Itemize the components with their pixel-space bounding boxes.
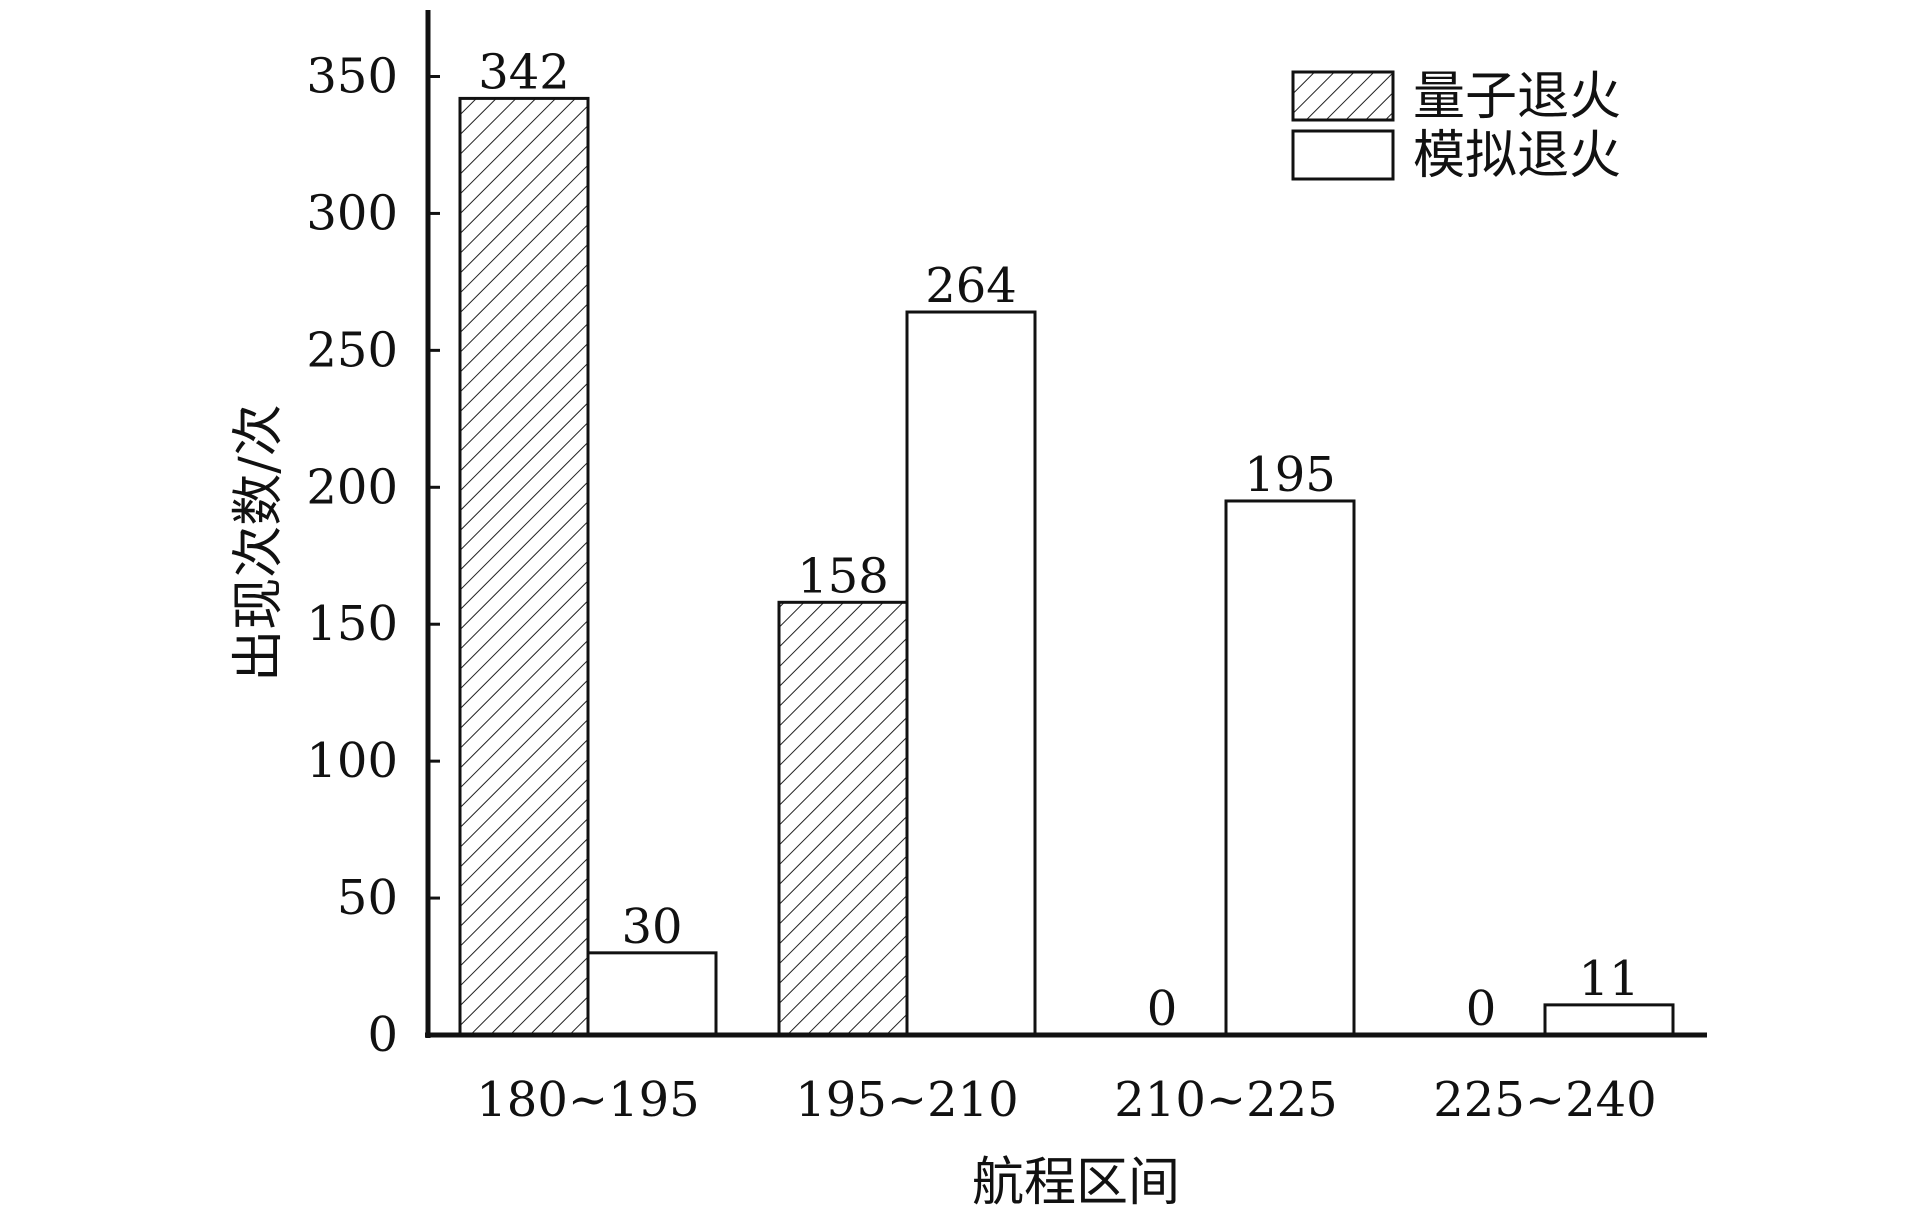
data-label: 342 — [478, 44, 570, 100]
x-tick-label: 210~225 — [1114, 1072, 1337, 1128]
data-label: 11 — [1578, 951, 1639, 1007]
y-tick-label: 200 — [306, 459, 398, 515]
x-tick-label: 225~240 — [1433, 1072, 1656, 1128]
x-tick-label: 180~195 — [476, 1072, 699, 1128]
legend-label: 模拟退火 — [1413, 126, 1621, 186]
bar-quantum-1 — [777, 600, 909, 1037]
bar-simulated-3 — [1543, 1003, 1675, 1037]
x-axis-label: 航程区间 — [972, 1153, 1180, 1205]
legend-swatch — [1291, 129, 1395, 181]
data-label: 158 — [797, 548, 889, 604]
legend-swatch — [1291, 70, 1395, 122]
x-tick-label: 195~210 — [795, 1072, 1018, 1128]
legend-label: 量子退火 — [1413, 67, 1621, 127]
data-label: 30 — [621, 899, 682, 955]
y-tick-label: 0 — [367, 1007, 398, 1063]
y-tick-label: 300 — [306, 185, 398, 241]
bar-quantum-0 — [458, 96, 590, 1037]
y-tick-label: 350 — [306, 49, 398, 105]
y-tick-label: 150 — [306, 596, 398, 652]
bar-simulated-0 — [586, 951, 718, 1037]
data-label: 195 — [1244, 447, 1336, 503]
bar-simulated-2 — [1224, 499, 1356, 1037]
y-tick-label: 100 — [306, 733, 398, 789]
data-label: 0 — [1466, 981, 1497, 1037]
y-tick-label: 250 — [306, 322, 398, 378]
data-label: 264 — [925, 258, 1017, 314]
bar-simulated-1 — [905, 310, 1037, 1037]
data-label: 0 — [1147, 981, 1178, 1037]
y-axis-label: 出现次数/次 — [229, 404, 289, 682]
y-tick-label: 50 — [337, 870, 398, 926]
